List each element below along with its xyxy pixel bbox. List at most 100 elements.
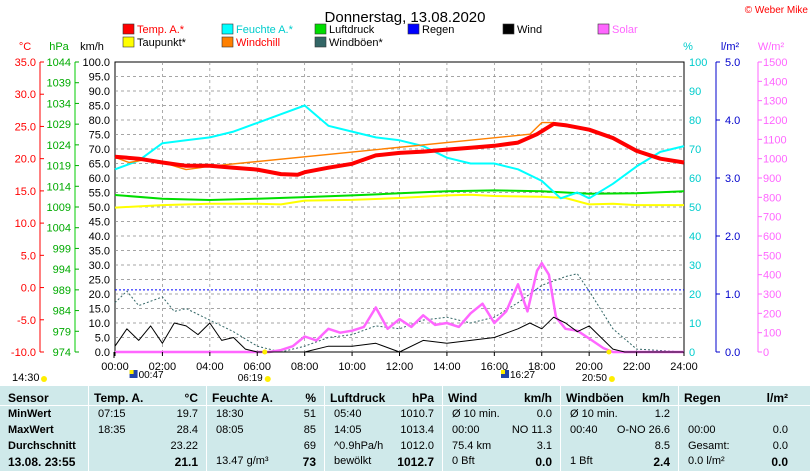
series-layer [114, 104, 685, 354]
feuchte-row-label: 13.47 g/m³ [216, 455, 269, 467]
regen-row-label: 00:00 [688, 424, 716, 436]
tick-label-hpa: 1019 [47, 161, 71, 173]
windboen-row-label: 00:40 [570, 424, 598, 436]
tick-label-temp: 35.0 [15, 57, 36, 69]
feuchte-row-value: 73 [302, 455, 316, 469]
legend-swatch [221, 36, 234, 48]
tick-label-kmh: 30.0 [89, 260, 110, 272]
legend-swatch [122, 36, 135, 48]
tick-label-rain: 5.0 [725, 57, 740, 69]
tick-label-hpa: 994 [53, 264, 71, 276]
tick-label-rain: 1.0 [725, 289, 740, 301]
tick-label-hpa: 974 [53, 347, 71, 359]
tick-label-temp: -5.0 [17, 315, 36, 327]
axis-unit-kmh: km/h [80, 41, 104, 53]
sun-mark [606, 349, 612, 355]
tick-label-kmh: 75.0 [89, 130, 110, 142]
temp-row-value: 28.4 [176, 424, 198, 436]
col-feuchte: Feuchte A.% 18:30 51 08:05 85 69 13.47 g/m³ 73 [212, 386, 322, 471]
temp-row-label: 07:15 [98, 408, 126, 420]
sun-icon [264, 376, 271, 382]
tick-label-solar: 500 [763, 250, 781, 262]
tick-label-humidity: 40 [689, 231, 701, 243]
tick-label-solar: 0 [763, 347, 769, 359]
legend-label: Wind [517, 24, 542, 36]
series-line-temp-a [114, 121, 685, 177]
temp-header: Temp. A. [94, 391, 144, 405]
feuchte-row-label: 08:05 [216, 424, 244, 436]
time-marker-label: 20:50 [582, 373, 607, 384]
luftdruck-row-label: bewölkt [334, 455, 372, 467]
tick-label-solar: 1500 [763, 57, 787, 69]
wind-row-label: 00:00 [452, 424, 480, 436]
tick-label-solar: 400 [763, 270, 781, 282]
tick-label-hpa: 1034 [47, 98, 71, 110]
x-tick-label: 04:00 [196, 361, 224, 373]
col-wind: Wind km/h Ø 10 min. 0.0 00:00 NO 11.3 75.4 km 3… [448, 386, 558, 471]
sensor-header: Sensor [8, 391, 49, 405]
tick-label-humidity: 10 [689, 318, 701, 330]
tick-label-temp: 30.0 [15, 89, 36, 101]
legend-label: Taupunkt* [137, 37, 187, 49]
column-divider [678, 386, 679, 471]
tick-label-temp: 0.0 [21, 283, 36, 295]
tick-label-kmh: 40.0 [89, 231, 110, 243]
tick-label-solar: 100 [763, 328, 781, 340]
col-temp: Temp. A. °C 07:15 19.7 18:35 28.4 23.22 21.1 [94, 386, 204, 471]
tick-label-hpa: 1029 [47, 119, 71, 131]
column-divider [442, 386, 443, 471]
tick-label-kmh: 45.0 [89, 217, 110, 229]
column-divider [324, 386, 325, 471]
time-marker-label: 16:27 [510, 370, 535, 381]
x-tick-label: 14:00 [433, 361, 461, 373]
tick-label-kmh: 25.0 [89, 275, 110, 287]
feuchte-header: Feuchte A. [212, 391, 273, 405]
tick-label-solar: 1000 [763, 154, 787, 166]
tick-label-kmh: 55.0 [89, 188, 110, 200]
series-line-luftdruck [114, 189, 685, 201]
x-tick-label: 22:00 [623, 361, 651, 373]
tick-label-temp: 10.0 [15, 218, 36, 230]
luftdruck-header: Luftdruck [330, 391, 386, 405]
tick-label-hpa: 999 [53, 243, 71, 255]
axis-unit-rain: l/m² [721, 41, 740, 53]
col-sensor: Sensor MinWert MaxWert Durchschnitt 13.0… [8, 386, 88, 471]
col-windboen: Windböen km/h Ø 10 min. 1.2 00:40 O-NO 26.6 8.… [566, 386, 676, 471]
luftdruck-row-label: ^0.9hPa/h [334, 440, 384, 452]
legend-swatch [221, 23, 234, 35]
tick-label-rain: 3.0 [725, 173, 740, 185]
tick-label-hpa: 1024 [47, 140, 71, 152]
row-label-avg: Durchschnitt [8, 440, 76, 452]
x-tick-label: 10:00 [338, 361, 366, 373]
feuchte-row-value: 51 [303, 408, 316, 420]
chart-title: Donnerstag, 13.08.2020 [325, 9, 486, 26]
wind-row-label: 75.4 km [452, 440, 492, 452]
luftdruck-unit: hPa [411, 391, 434, 405]
legend-label: Windböen* [329, 37, 384, 49]
legend-label: Windchill [236, 37, 280, 49]
legend: Temp. A.* Feuchte A.* Luftdruck Regen Wind So… [122, 23, 638, 49]
row-label-max: MaxWert [8, 424, 54, 436]
wind-row-value: 0.0 [536, 408, 552, 420]
axis-unit-temp: °C [19, 41, 31, 53]
tick-label-kmh: 90.0 [89, 86, 110, 98]
legend-label: Solar [612, 24, 638, 36]
axis-unit-solar: W/m² [758, 41, 785, 53]
header-divider [0, 405, 810, 406]
column-divider [88, 386, 89, 471]
tick-label-humidity: 0 [689, 347, 695, 359]
legend-swatch [502, 23, 515, 35]
x-tick-label: 00:00 [101, 361, 129, 373]
windboen-header: Windböen [566, 391, 624, 405]
tick-label-solar: 700 [763, 212, 781, 224]
statistics-table: Sensor MinWert MaxWert Durchschnitt 13.0… [0, 386, 810, 471]
tick-label-humidity: 90 [689, 86, 701, 98]
tick-label-kmh: 70.0 [89, 144, 110, 156]
tick-label-hpa: 1009 [47, 202, 71, 214]
feuchte-row-label: 18:30 [216, 408, 244, 420]
tick-label-solar: 900 [763, 173, 781, 185]
tick-label-solar: 800 [763, 192, 781, 204]
tick-label-temp: 25.0 [15, 121, 36, 133]
tick-label-rain: 4.0 [725, 115, 740, 127]
luftdruck-row-label: 14:05 [334, 424, 362, 436]
